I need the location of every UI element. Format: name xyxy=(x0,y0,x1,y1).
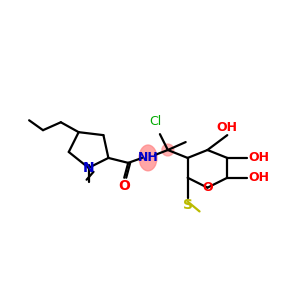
Text: O: O xyxy=(202,181,213,194)
Text: Cl: Cl xyxy=(149,115,161,128)
Text: OH: OH xyxy=(217,121,238,134)
Text: OH: OH xyxy=(248,152,269,164)
Text: S: S xyxy=(183,199,193,212)
Text: O: O xyxy=(118,179,130,193)
Text: NH: NH xyxy=(138,152,158,164)
Ellipse shape xyxy=(162,144,174,156)
Text: N: N xyxy=(83,161,94,175)
Ellipse shape xyxy=(139,145,157,171)
Text: OH: OH xyxy=(248,171,269,184)
